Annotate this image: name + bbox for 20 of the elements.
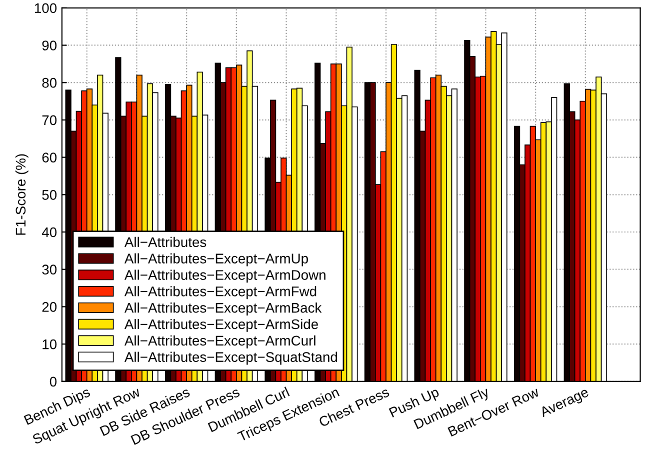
y-tick-label: 90 [42, 40, 57, 50]
legend-label: All−Attributes−Except−ArmUp [124, 253, 308, 266]
y-tick-label: 70 [42, 115, 57, 126]
legend-label: All−Attributes−Except−ArmDown [124, 270, 326, 283]
y-tick-label: 60 [42, 152, 57, 162]
y-tick-label: 30 [42, 264, 57, 275]
legend-label: All−Attributes−Except−ArmCurl [124, 335, 316, 348]
legend-label: All−Attributes−Except−SquatStand [124, 352, 338, 365]
y-tick-label: 100 [34, 3, 57, 14]
legend-label: All−Attributes−Except−ArmBack [124, 302, 322, 316]
y-axis-title: F1-Score (%) [15, 154, 28, 235]
y-tick-label: 0 [50, 376, 57, 387]
y-tick-label: 10 [42, 339, 57, 350]
legend-label: All−Attributes−Except−ArmSide [124, 318, 318, 332]
y-tick-label: 20 [42, 302, 57, 312]
y-tick-label: 40 [42, 227, 57, 238]
legend-label: All−Attributes [124, 236, 206, 248]
y-tick-label: 50 [42, 190, 57, 200]
y-tick-label: 80 [42, 78, 57, 88]
legend-label: All−Attributes−Except−ArmFwd [124, 286, 316, 300]
